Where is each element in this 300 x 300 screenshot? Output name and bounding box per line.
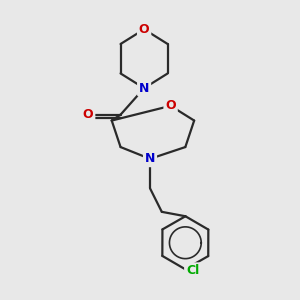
Text: O: O <box>165 99 176 112</box>
Text: O: O <box>139 23 149 36</box>
Text: Cl: Cl <box>186 264 199 277</box>
Text: O: O <box>83 108 94 121</box>
Text: N: N <box>145 152 155 165</box>
Text: N: N <box>139 82 149 95</box>
